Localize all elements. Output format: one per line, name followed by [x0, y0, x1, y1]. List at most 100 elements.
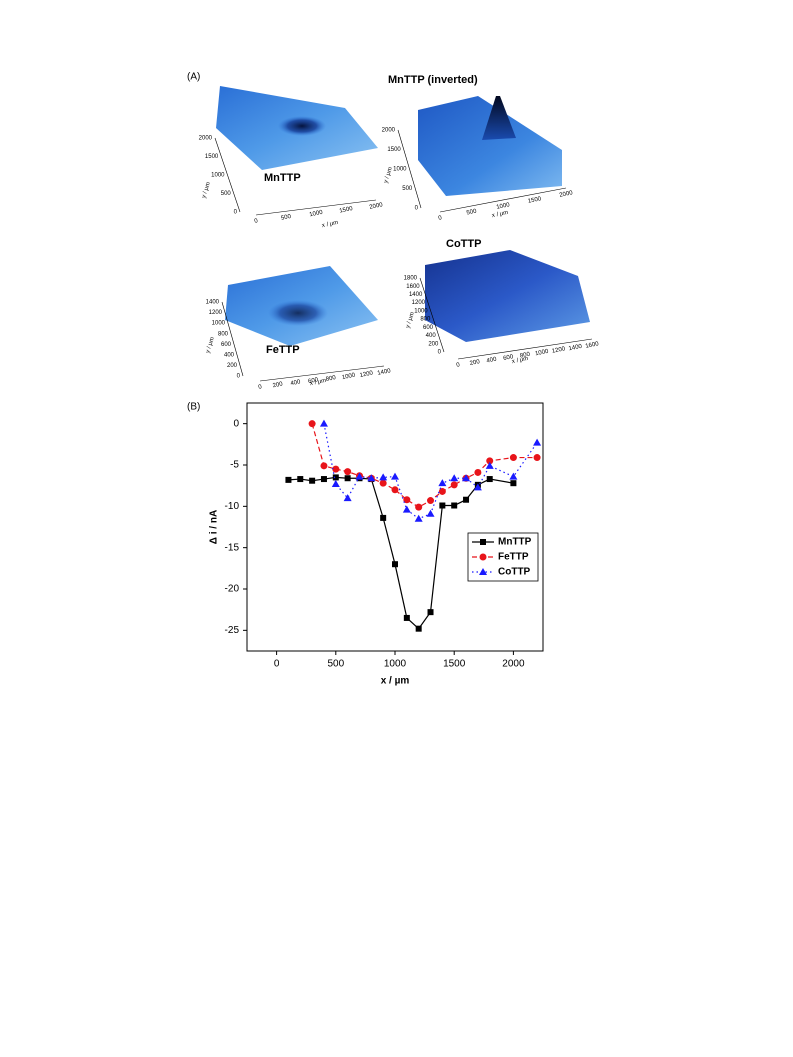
- y-tick-label: 0: [233, 418, 239, 429]
- x-tick-label: 1500: [339, 206, 354, 215]
- marker: [414, 514, 423, 522]
- marker: [379, 479, 387, 487]
- marker: [509, 472, 518, 480]
- y-tick-label: 1200: [209, 310, 223, 316]
- panel-label: (B): [187, 402, 200, 413]
- marker: [343, 494, 352, 502]
- x-tick-label: 1000: [384, 659, 407, 670]
- marker: [486, 457, 494, 465]
- y-tick-label: 1400: [409, 292, 423, 298]
- plot-title: MnTTP (inverted): [388, 74, 478, 86]
- x-tick-label: 1200: [551, 346, 566, 355]
- marker: [331, 480, 340, 488]
- x-tick-label: 0: [456, 362, 461, 369]
- marker: [332, 465, 340, 473]
- x-tick-label: 2000: [369, 202, 384, 211]
- legend-label: MnTTP: [498, 537, 532, 548]
- x-tick-label: 0: [254, 218, 259, 225]
- marker: [509, 454, 517, 462]
- marker: [474, 468, 482, 476]
- axis-line: [457, 338, 593, 360]
- x-tick-label: 200: [272, 381, 284, 389]
- marker: [319, 419, 328, 427]
- marker: [297, 476, 304, 483]
- y-tick-label: 800: [218, 331, 229, 337]
- axis-line: [397, 129, 422, 209]
- marker: [309, 477, 316, 484]
- y-tick-label: 1200: [412, 300, 426, 306]
- y-tick-label: 0: [415, 206, 419, 212]
- y-tick-label: 500: [221, 191, 232, 197]
- y-axis-label: Δ i / nA: [209, 510, 220, 544]
- marker: [486, 476, 493, 483]
- x-tick-label: 600: [308, 377, 320, 385]
- y-tick-label: -15: [225, 542, 240, 553]
- plot-title: CoTTP: [446, 238, 481, 250]
- marker: [355, 472, 364, 480]
- y-tick-label: 1000: [393, 167, 407, 173]
- marker: [439, 502, 446, 509]
- axis-line: [255, 199, 377, 216]
- plot-title: FeTTP: [266, 344, 300, 356]
- series-line: [311, 423, 538, 508]
- plot-frame: [246, 402, 544, 652]
- marker: [320, 476, 327, 483]
- y-tick-label: 0: [234, 210, 238, 216]
- y-tick-label: 1000: [211, 173, 225, 179]
- marker: [391, 472, 399, 480]
- y-axis-label: y / µm: [205, 336, 216, 354]
- y-tick-label: 0: [438, 350, 442, 356]
- x-axis-label: x / µm: [491, 210, 508, 219]
- x-tick-label: 500: [281, 214, 293, 222]
- y-tick-label: -20: [225, 584, 240, 595]
- y-tick-label: 200: [227, 363, 238, 369]
- marker: [450, 481, 458, 489]
- marker: [426, 509, 435, 517]
- y-tick-label: 1000: [414, 308, 428, 314]
- y-tick-label: 1500: [387, 147, 401, 153]
- axis-line: [439, 187, 567, 213]
- y-tick-label: 600: [423, 325, 434, 331]
- legend-marker: [479, 553, 487, 561]
- legend-marker: [479, 568, 487, 575]
- panel-label: (A): [187, 72, 200, 83]
- y-tick-label: 200: [428, 341, 439, 347]
- marker: [438, 479, 447, 487]
- marker: [402, 505, 411, 513]
- x-tick-label: 1200: [359, 370, 374, 379]
- marker: [415, 503, 423, 511]
- marker: [415, 625, 422, 632]
- y-axis-label: y / µm: [405, 311, 416, 329]
- marker: [392, 561, 398, 568]
- x-tick-label: 1400: [377, 368, 392, 377]
- marker: [451, 502, 458, 509]
- legend-label: CoTTP: [498, 567, 531, 578]
- y-tick-label: -10: [225, 501, 240, 512]
- x-tick-label: 1000: [309, 210, 324, 219]
- panel-b: (B): [187, 402, 544, 652]
- surface-dip: [278, 116, 326, 136]
- x-tick-label: 200: [469, 359, 481, 367]
- x-tick-label: 1600: [585, 341, 600, 350]
- plot-title: MnTTP: [264, 172, 301, 184]
- x-tick-label: 800: [325, 375, 337, 383]
- x-tick-label: 500: [327, 659, 344, 670]
- y-tick-label: 1800: [404, 276, 418, 282]
- marker: [367, 474, 376, 482]
- y-tick-label: -5: [230, 460, 239, 471]
- marker: [344, 468, 352, 476]
- marker: [427, 497, 435, 505]
- axis-line: [214, 137, 241, 213]
- y-tick-label: 2000: [199, 136, 213, 142]
- surface-dip: [268, 300, 328, 326]
- x-tick-label: 0: [274, 659, 280, 670]
- legend: MnTTP FeTTP CoTTP: [467, 532, 539, 582]
- marker: [485, 461, 494, 469]
- panel-a: (A): [187, 72, 590, 346]
- x-tick-label: 800: [520, 351, 532, 359]
- x-tick-label: 1500: [527, 196, 542, 205]
- marker: [427, 609, 434, 616]
- surface-peak: [482, 96, 516, 140]
- x-tick-label: 2000: [502, 659, 525, 670]
